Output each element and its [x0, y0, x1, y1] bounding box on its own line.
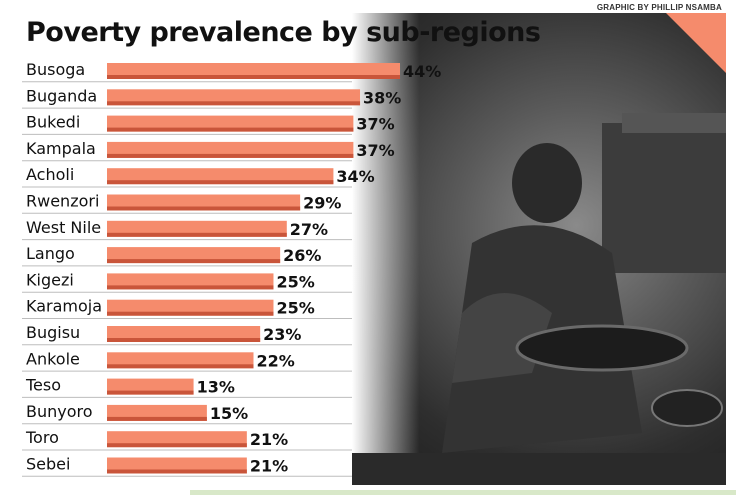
bar-shadow [107, 259, 281, 264]
bottom-strip [190, 490, 736, 495]
value-label: 23% [263, 325, 301, 344]
bar-shadow [107, 443, 247, 448]
bar-shadow [107, 206, 301, 211]
value-label: 37% [356, 141, 394, 160]
category-label: Ankole [26, 349, 80, 368]
category-label: Sebei [26, 455, 70, 474]
category-label: Lango [26, 244, 75, 263]
bar-shadow [107, 285, 274, 290]
bar-chart: Busoga 44% Buganda 38% Bukedi 37% Kampala 37% Ac… [22, 58, 441, 477]
bar-shadow [107, 127, 354, 132]
category-label: Acholi [26, 165, 74, 184]
value-label: 25% [276, 299, 314, 318]
bar-shadow [107, 180, 334, 185]
category-label: Teso [25, 376, 61, 395]
value-label: 26% [283, 246, 321, 265]
bar-shadow [107, 469, 247, 474]
category-label: Karamoja [26, 297, 102, 316]
value-label: 15% [210, 404, 248, 423]
value-label: 37% [356, 115, 394, 134]
bar-shadow [107, 364, 254, 369]
bar-shadow [107, 338, 261, 342]
category-label: Bugisu [26, 323, 80, 342]
value-label: 34% [336, 167, 374, 186]
bar-shadow [107, 390, 194, 395]
category-label: Bukedi [26, 113, 80, 132]
category-label: Bunyoro [26, 402, 93, 421]
value-label: 21% [250, 430, 288, 449]
corner-accent [666, 13, 726, 73]
value-label: 22% [257, 351, 295, 370]
value-label: 27% [290, 220, 328, 239]
value-label: 44% [403, 62, 441, 81]
category-label: Kampala [26, 139, 96, 158]
value-label: 25% [276, 272, 314, 291]
category-label: Toro [25, 428, 59, 447]
category-label: Kigezi [26, 270, 74, 289]
category-label: Busoga [26, 60, 85, 79]
bar-shadow [107, 75, 400, 79]
chart-title: Poverty prevalence by sub-regions [26, 17, 541, 48]
value-label: 29% [303, 194, 341, 213]
bar-shadow [107, 232, 287, 237]
graphic-credit: GRAPHIC BY PHILLIP NSAMBA [596, 3, 722, 12]
bar-shadow [107, 153, 354, 158]
value-label: 21% [250, 457, 288, 476]
category-label: Rwenzori [26, 192, 99, 211]
infographic-frame: Busoga 44% Buganda 38% Bukedi 37% Kampala 37% Ac… [22, 13, 726, 485]
bar-shadow [107, 101, 361, 106]
category-label: Buganda [26, 86, 97, 105]
bar-shadow [107, 311, 274, 316]
value-label: 13% [197, 378, 235, 397]
category-label: West Nile [26, 218, 101, 237]
bar-shadow [107, 416, 207, 421]
value-label: 38% [363, 88, 401, 107]
background-photo [352, 13, 726, 485]
photo-illustration [352, 113, 726, 485]
